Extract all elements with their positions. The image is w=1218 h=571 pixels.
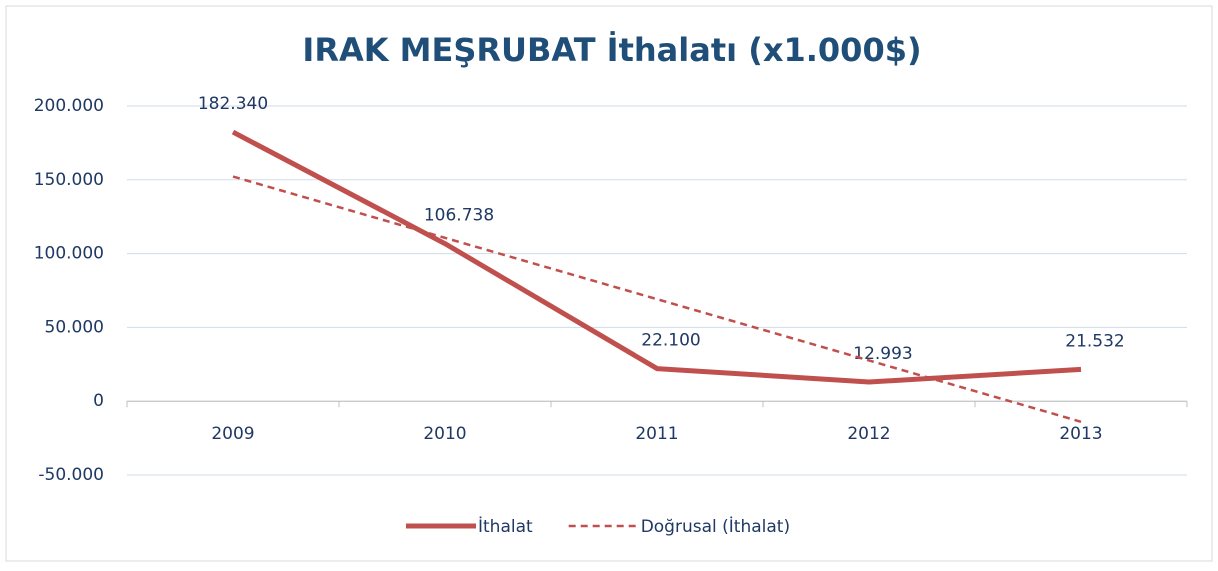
- x-tick-label: 2012: [847, 424, 890, 444]
- y-tick-label: 200.000: [34, 96, 104, 116]
- trend-line: [232, 175, 1082, 423]
- x-tick-label: 2013: [1059, 424, 1102, 444]
- y-tick-label: -50.000: [38, 465, 104, 485]
- data-label: 21.532: [1065, 331, 1124, 351]
- y-tick-label: 150.000: [34, 170, 104, 190]
- y-tick-label: 0: [93, 391, 104, 411]
- data-label: 12.993: [853, 344, 912, 364]
- chart-border: [5, 5, 1213, 562]
- x-tick-label: 2010: [423, 424, 466, 444]
- data-label: 106.738: [424, 206, 494, 226]
- data-label: 22.100: [641, 331, 700, 351]
- y-tick-label: 100.000: [34, 244, 104, 264]
- chart-title: IRAK MEŞRUBAT İthalatı (x1.000$): [302, 31, 921, 69]
- x-tick-label: 2011: [635, 424, 678, 444]
- data-label: 182.340: [198, 94, 268, 114]
- x-tick-label: 2009: [211, 424, 254, 444]
- y-tick-label: 50.000: [45, 317, 104, 337]
- series-line: [231, 129, 1082, 385]
- legend-label: Doğrusal (İthalat): [641, 516, 790, 537]
- legend-label: İthalat: [478, 516, 533, 537]
